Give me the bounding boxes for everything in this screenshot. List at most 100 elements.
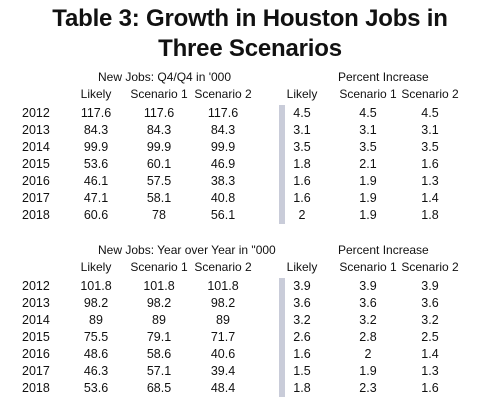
column-header: Likely (286, 87, 318, 101)
table-cell: 2 (364, 347, 372, 361)
row-year: 2013 (22, 123, 50, 137)
table-cell: 3.6 (293, 296, 311, 310)
table-cell: 3.2 (293, 313, 311, 327)
table-cell: 58.6 (146, 347, 172, 361)
table-cell: 101.8 (143, 279, 175, 293)
table-cell: 117.6 (143, 106, 175, 120)
title-line-1: Table 3: Growth in Houston Jobs in (52, 5, 448, 32)
table-cell: 2.6 (293, 330, 311, 344)
table-cell: 84.3 (210, 123, 236, 137)
table-cell: 101.8 (80, 279, 112, 293)
table-cell: 3.2 (359, 313, 377, 327)
table-cell: 1.6 (421, 381, 439, 395)
table-cell: 117.6 (207, 106, 239, 120)
table-cell: 99.9 (146, 140, 172, 154)
table-cell: 1.8 (293, 381, 311, 395)
column-header: Scenario 1 (130, 87, 188, 101)
table-cell: 1.8 (293, 157, 311, 171)
table-cell: 2.5 (421, 330, 439, 344)
column-header: Scenario 2 (194, 260, 252, 274)
table-cell: 1.4 (421, 347, 439, 361)
row-year: 2014 (22, 140, 50, 154)
table-cell: 1.9 (359, 208, 377, 222)
table-cell: 1.6 (421, 157, 439, 171)
table-cell: 3.5 (359, 140, 377, 154)
table-cell: 99.9 (210, 140, 236, 154)
table-cell: 46.9 (210, 157, 236, 171)
table-cell: 4.5 (293, 106, 311, 120)
row-year: 2012 (22, 106, 50, 120)
row-year: 2018 (22, 208, 50, 222)
table-cell: 3.1 (359, 123, 377, 137)
table-cell: 47.1 (83, 191, 109, 205)
table-cell: 117.6 (80, 106, 112, 120)
column-header: Likely (80, 87, 112, 101)
table-cell: 3.9 (293, 279, 311, 293)
column-header: Scenario 1 (339, 260, 397, 274)
table-cell: 1.6 (293, 174, 311, 188)
table-cell: 38.3 (210, 174, 236, 188)
table-cell: 53.6 (83, 157, 109, 171)
row-year: 2016 (22, 174, 50, 188)
column-divider (279, 105, 285, 224)
table-cell: 84.3 (146, 123, 172, 137)
table-cell: 2.8 (359, 330, 377, 344)
row-year: 2013 (22, 296, 50, 310)
table-cell: 56.1 (210, 208, 236, 222)
table-cell: 75.5 (83, 330, 109, 344)
table-cell: 68.5 (146, 381, 172, 395)
table-cell: 89 (152, 313, 166, 327)
table-cell: 60.6 (83, 208, 109, 222)
table-cell: 48.6 (83, 347, 109, 361)
table-cell: 48.4 (210, 381, 236, 395)
table-cell: 3.5 (293, 140, 311, 154)
table-cell: 3.6 (421, 296, 439, 310)
left-group-label: New Jobs: Q4/Q4 in '000 (98, 70, 232, 84)
table-cell: 84.3 (83, 123, 109, 137)
table-cell: 3.1 (421, 123, 439, 137)
table-cell: 89 (89, 313, 103, 327)
table-cell: 1.3 (421, 174, 439, 188)
table-cell: 89 (216, 313, 230, 327)
column-header: Likely (286, 260, 318, 274)
table-cell: 1.4 (421, 191, 439, 205)
table-cell: 3.9 (421, 279, 439, 293)
table-cell: 1.3 (421, 364, 439, 378)
table-cell: 40.8 (210, 191, 236, 205)
table-cell: 60.1 (146, 157, 172, 171)
table-cell: 58.1 (146, 191, 172, 205)
column-header: Scenario 1 (130, 260, 188, 274)
table-cell: 1.5 (293, 364, 311, 378)
title-line-2: Three Scenarios (158, 35, 342, 62)
row-year: 2014 (22, 313, 50, 327)
column-header: Scenario 2 (401, 260, 459, 274)
row-year: 2017 (22, 364, 50, 378)
table-cell: 3.2 (421, 313, 439, 327)
right-group-label: Percent Increase (338, 70, 429, 84)
row-year: 2016 (22, 347, 50, 361)
table-cell: 71.7 (210, 330, 236, 344)
column-header: Scenario 2 (401, 87, 459, 101)
table-cell: 3.1 (293, 123, 311, 137)
table-cell: 4.5 (359, 106, 377, 120)
table-cell: 57.5 (146, 174, 172, 188)
row-year: 2015 (22, 157, 50, 171)
column-header: Likely (80, 260, 112, 274)
table-cell: 98.2 (83, 296, 109, 310)
row-year: 2017 (22, 191, 50, 205)
table-cell: 4.5 (421, 106, 439, 120)
table-cell: 2.3 (359, 381, 377, 395)
table-cell: 98.2 (210, 296, 236, 310)
table-cell: 3.5 (421, 140, 439, 154)
table-cell: 101.8 (207, 279, 239, 293)
table-cell: 3.9 (359, 279, 377, 293)
table-cell: 1.8 (421, 208, 439, 222)
row-year: 2018 (22, 381, 50, 395)
table-cell: 1.6 (293, 347, 311, 361)
table-cell: 79.1 (146, 330, 172, 344)
table-cell: 53.6 (83, 381, 109, 395)
table-cell: 3.6 (359, 296, 377, 310)
column-divider (279, 278, 285, 397)
left-group-label: New Jobs: Year over Year in "000 (98, 243, 276, 257)
table-cell: 1.9 (359, 191, 377, 205)
